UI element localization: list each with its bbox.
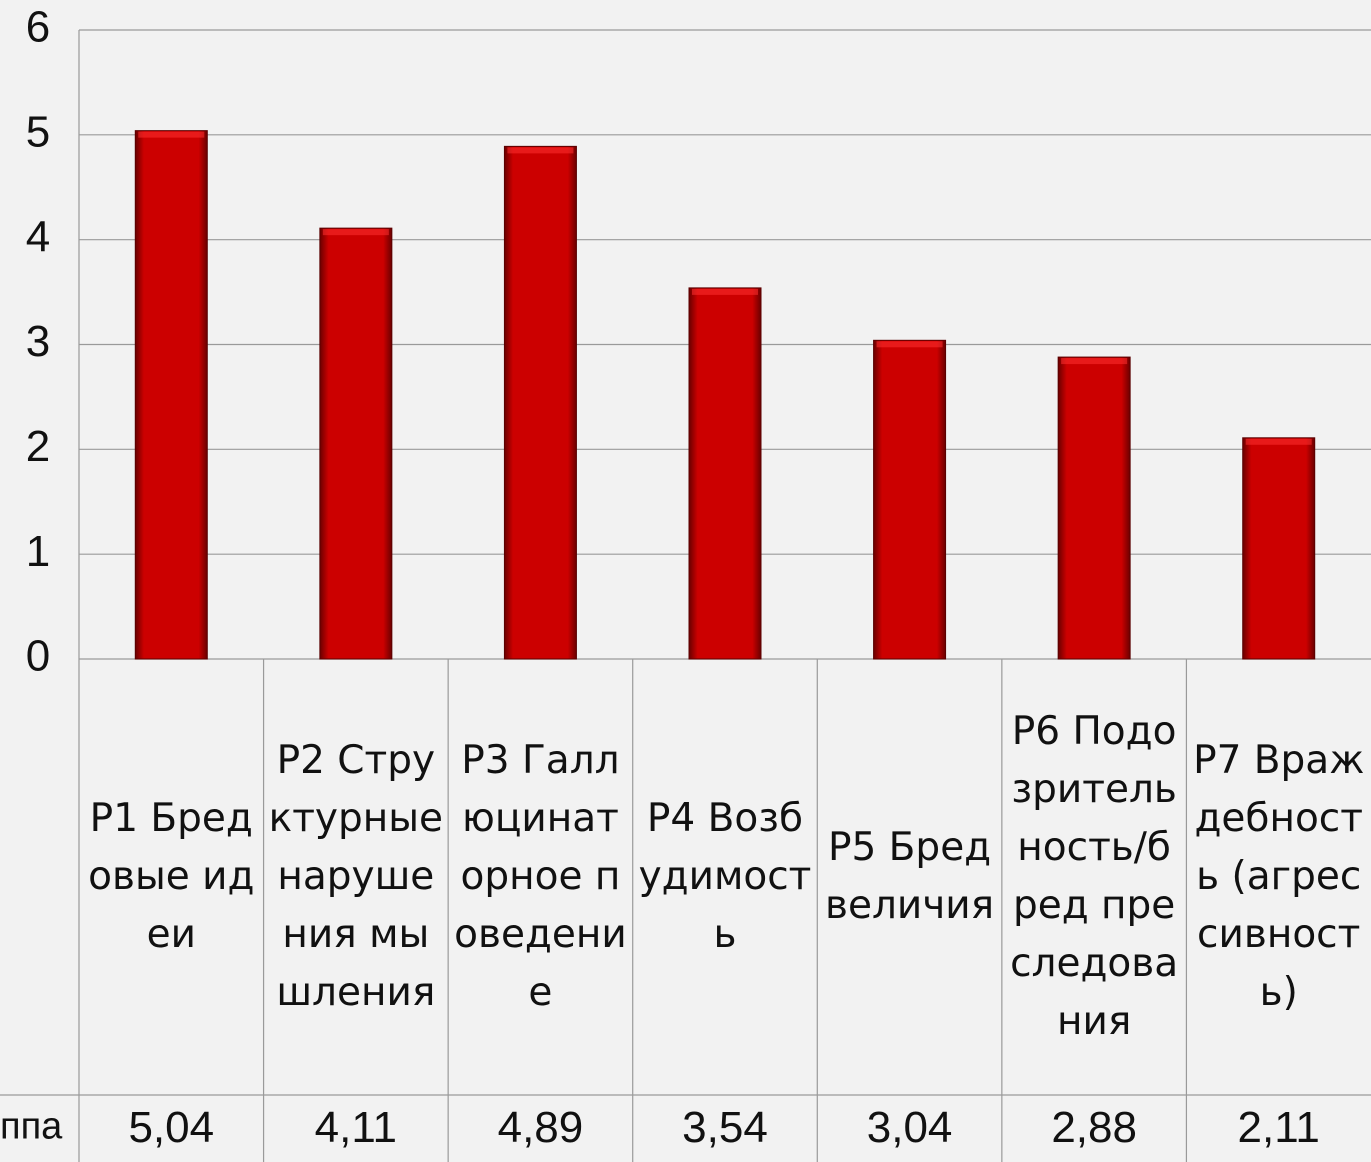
value-label: 2,11 (1238, 1103, 1320, 1152)
bar (1057, 356, 1131, 660)
bar (1242, 437, 1316, 660)
value-label: 3,54 (682, 1103, 768, 1152)
category-label: P6 Подозрительность/бред преследования (1010, 709, 1179, 1044)
y-tick-label: 5 (26, 107, 50, 156)
bar (688, 287, 762, 660)
bar-bevel (876, 341, 943, 348)
y-tick-label: 3 (26, 317, 50, 366)
y-tick-label: 6 (26, 3, 50, 52)
bar (319, 227, 393, 660)
category-label: P2 Структурные нарушения мышления (268, 738, 444, 1015)
value-label: 5,04 (128, 1103, 214, 1152)
category-label: P3 Галлюцинаторное поведение (454, 738, 627, 1015)
category-label: P4 Возбудимость (638, 796, 812, 957)
category-label: P1 Бредовые идеи (88, 796, 255, 957)
y-tick-label: 2 (26, 422, 50, 471)
y-tick-label: 0 (26, 632, 50, 681)
bar-bevel (322, 229, 389, 236)
bar-bevel (507, 147, 574, 154)
category-label: P7 Враждебность (агрессивность) (1193, 738, 1365, 1015)
value-label: 4,89 (498, 1103, 584, 1152)
category-label: P5 Бред величия (825, 825, 995, 928)
value-label: 2,88 (1051, 1103, 1137, 1152)
y-tick-label: 1 (26, 527, 50, 576)
bar-bevel (1245, 438, 1312, 445)
bar (134, 130, 208, 660)
bar-bevel (138, 131, 205, 138)
value-label: 4,11 (315, 1103, 397, 1152)
legend-label: ппа (0, 1106, 63, 1148)
value-label: 3,04 (867, 1103, 953, 1152)
bar-bevel (1061, 358, 1128, 365)
bar-bevel (692, 288, 758, 295)
bar (873, 339, 947, 660)
y-tick-label: 4 (26, 212, 50, 261)
bar (503, 145, 577, 660)
